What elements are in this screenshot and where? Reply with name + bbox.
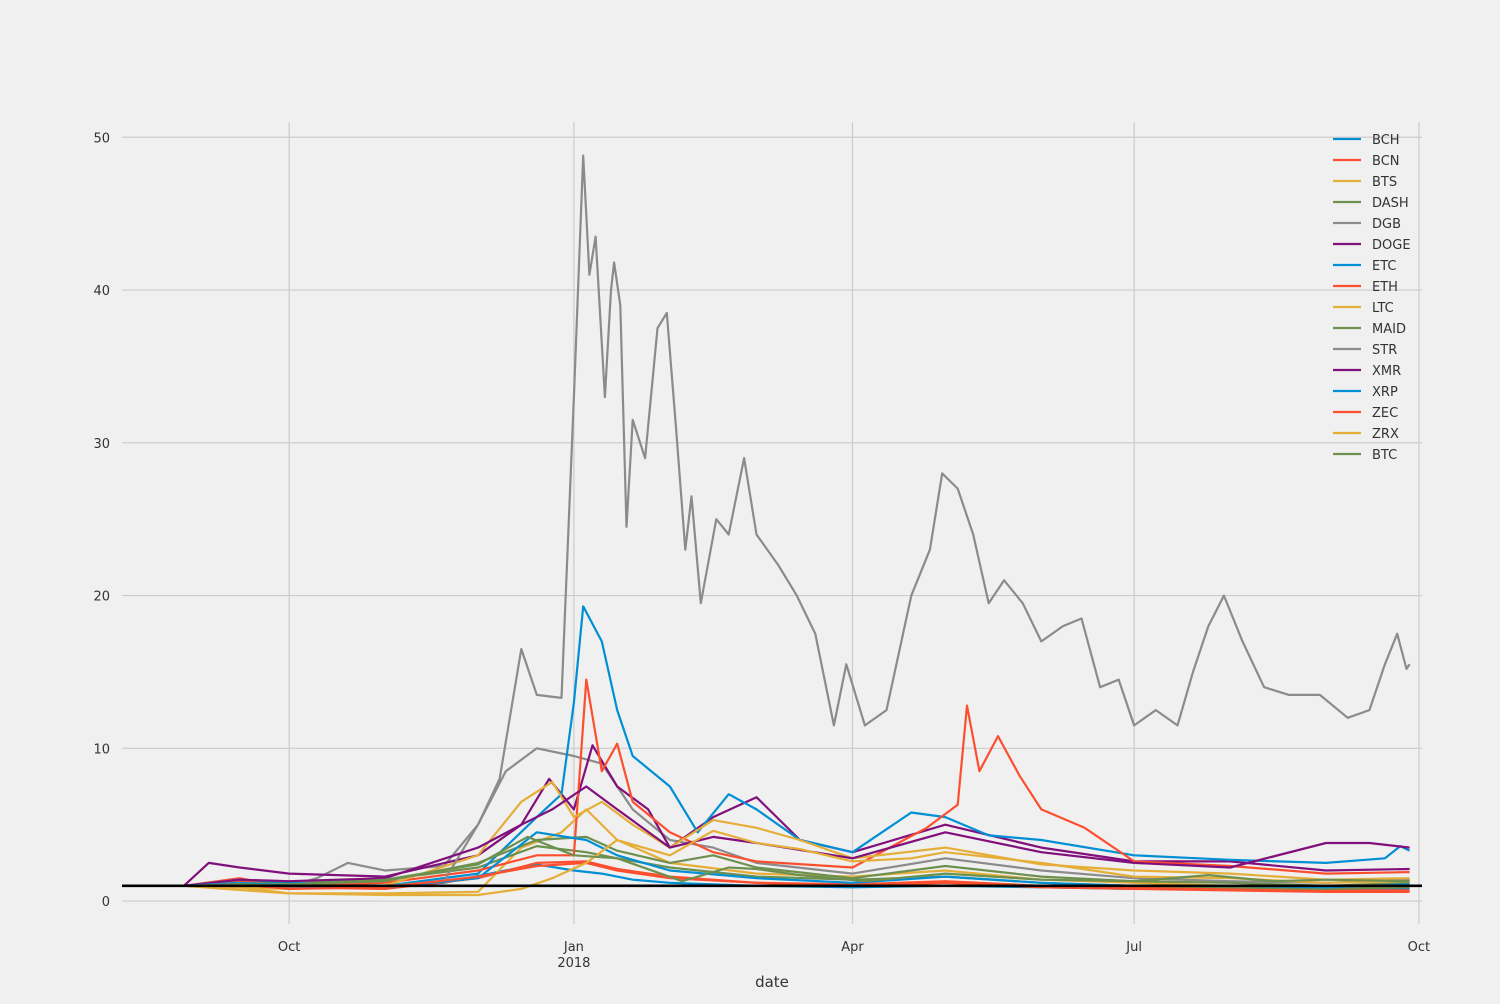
legend-label: ZEC: [1372, 406, 1398, 421]
x-tick-label: Oct: [1408, 940, 1430, 955]
x-tick-label: Oct: [278, 940, 300, 955]
series-lines: [183, 154, 1411, 897]
legend-label: ETC: [1372, 259, 1396, 274]
y-tick-label: 0: [102, 895, 110, 910]
series-line-dgb: [183, 747, 1410, 887]
legend-label: XRP: [1372, 385, 1398, 400]
legend-label: DGB: [1372, 217, 1401, 232]
y-tick-label: 40: [93, 284, 110, 299]
grid: [122, 122, 1422, 924]
series-line-bts: [183, 808, 1410, 895]
legend-label: MAID: [1372, 322, 1406, 337]
series-line-str: [183, 154, 1411, 889]
legend-label: BTS: [1372, 175, 1397, 190]
x-tick-label: Apr: [841, 940, 864, 955]
legend: BCH BCN BTS DASH DGB DOGE ETC ETH LTC MAID STR XMR X…: [1333, 133, 1411, 463]
series-line-eth: [183, 678, 1410, 887]
legend-label: DASH: [1372, 196, 1409, 211]
legend-label: ETH: [1372, 280, 1398, 295]
x-tick-sublabel: 2018: [557, 956, 590, 971]
legend-label: LTC: [1372, 301, 1394, 316]
series-line-doge: [183, 744, 1410, 887]
x-axis-title: date: [755, 973, 789, 991]
legend-label: STR: [1372, 343, 1397, 358]
legend-label: ZRX: [1372, 427, 1399, 442]
y-tick-label: 10: [93, 742, 110, 757]
legend-label: BTC: [1372, 448, 1397, 463]
x-tick-label: Jul: [1125, 940, 1142, 955]
legend-label: DOGE: [1372, 238, 1411, 253]
series-line-zec: [183, 861, 1410, 893]
y-tick-label: 50: [93, 131, 110, 146]
x-tick-label: Jan: [563, 940, 584, 955]
series-line-zrx: [183, 829, 1410, 897]
legend-label: XMR: [1372, 364, 1401, 379]
series-line-btc: [183, 835, 1410, 887]
series-line-etc: [183, 605, 1411, 887]
y-tick-label: 30: [93, 437, 110, 452]
legend-label: BCN: [1372, 154, 1400, 169]
y-tick-label: 20: [93, 590, 110, 605]
legend-label: BCH: [1372, 133, 1400, 148]
